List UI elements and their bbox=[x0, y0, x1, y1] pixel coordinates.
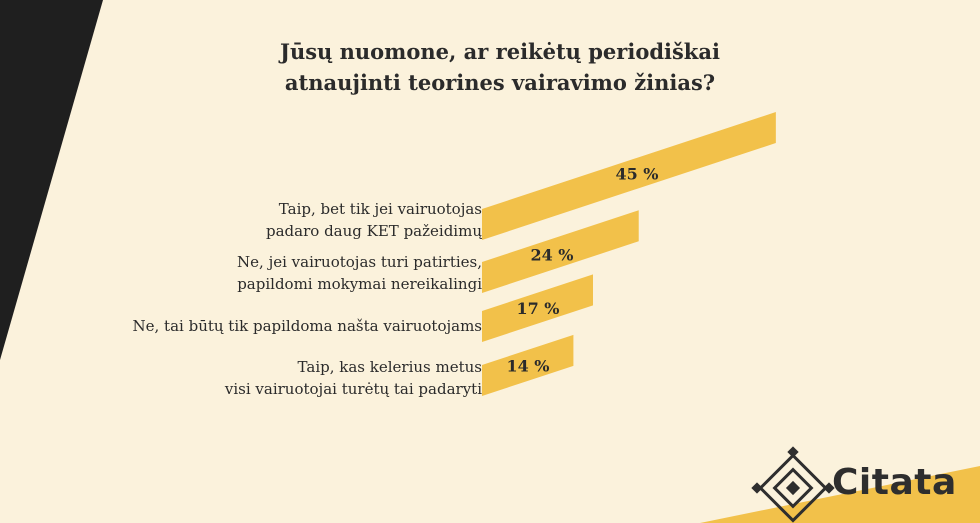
bar-4 bbox=[482, 334, 574, 396]
value-label-1: 45 % bbox=[615, 164, 658, 183]
brand-logo-text: Citata bbox=[832, 462, 957, 503]
value-label-4: 14 % bbox=[506, 356, 549, 375]
bar-2 bbox=[482, 210, 639, 293]
bars-layer: 45 % 24 % 17 % 14 % bbox=[482, 112, 776, 396]
value-label-2: 24 % bbox=[530, 245, 573, 264]
category-label-1: Taip, bet tik jei vairuotojas padaro daug… bbox=[266, 198, 482, 242]
category-label-4-line-1: Taip, kas kelerius metus bbox=[297, 358, 482, 376]
bar-1 bbox=[482, 112, 776, 240]
category-label-2-line-1: Ne, jei vairuotojas turi patirties, bbox=[237, 253, 482, 271]
category-label-1-line-1: Taip, bet tik jei vairuotojas bbox=[278, 200, 482, 218]
dark-corner-band bbox=[0, 0, 103, 360]
bar-3 bbox=[482, 274, 594, 342]
category-label-4-line-2: visi vairuotojai turėtų tai padaryti bbox=[224, 380, 482, 398]
category-label-3-line-1: Ne, tai būtų tik papildoma našta vairuot… bbox=[132, 317, 482, 335]
category-label-3: Ne, tai būtų tik papildoma našta vairuot… bbox=[133, 315, 482, 337]
category-label-4: Taip, kas kelerius metus visi vairuotojai… bbox=[225, 356, 482, 400]
title-line-1: Jūsų nuomone, ar reikėtų periodiškai bbox=[280, 39, 720, 64]
category-label-1-line-2: padaro daug KET pažeidimų bbox=[266, 222, 482, 240]
category-label-2-line-2: papildomi mokymai nereikalingi bbox=[237, 275, 482, 293]
yellow-corner-band bbox=[700, 466, 980, 523]
chart-title: Jūsų nuomone, ar reikėtų periodiškai atn… bbox=[250, 36, 750, 98]
title-line-2: atnaujinti teorines vairavimo žinias? bbox=[284, 70, 716, 95]
value-label-3: 17 % bbox=[516, 299, 559, 318]
category-label-2: Ne, jei vairuotojas turi patirties, papil… bbox=[237, 251, 482, 295]
